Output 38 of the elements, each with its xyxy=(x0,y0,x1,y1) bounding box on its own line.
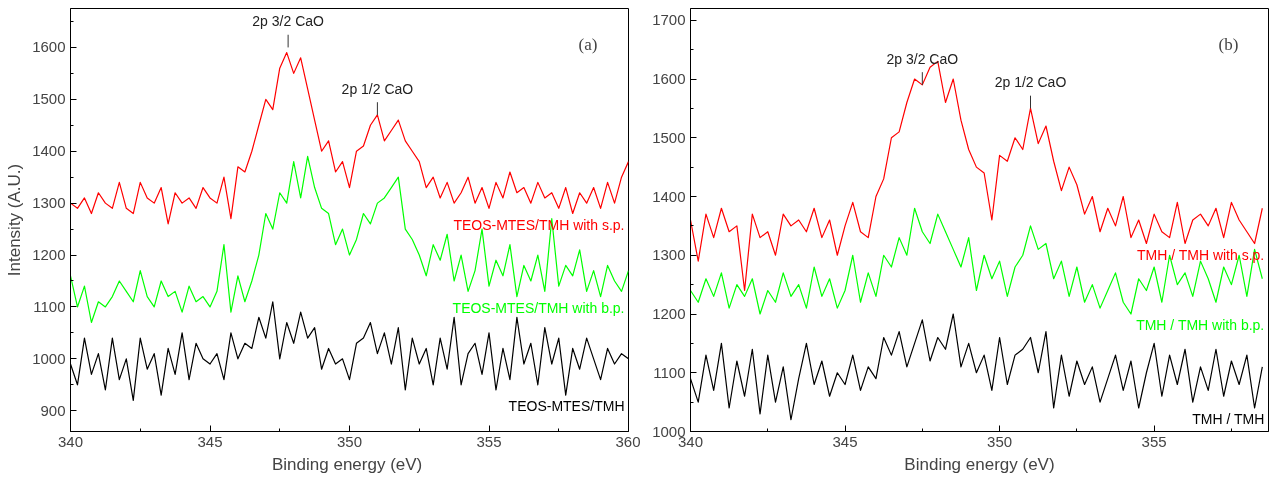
series-label: TEOS-MTES/TMH with b.p. xyxy=(452,299,625,316)
line-series xyxy=(690,207,1263,315)
y-tick-label: 1100 xyxy=(33,297,66,315)
y-tick-label: 1500 xyxy=(32,90,66,108)
annotation: 2p 3/2 CaO xyxy=(886,50,959,67)
y-tick-label: 900 xyxy=(40,401,66,419)
line-series xyxy=(70,155,629,324)
series-label: TMH / TMH with b.p. xyxy=(1136,317,1265,333)
x-tick-label: 355 xyxy=(476,432,502,450)
x-axis-title: Binding energy (eV) xyxy=(904,454,1055,474)
y-tick-label: 1300 xyxy=(652,246,686,264)
x-tick-label: 360 xyxy=(615,432,641,450)
series-label: TMH / TMH xyxy=(1192,411,1265,427)
annotation: (b) xyxy=(1218,34,1239,54)
y-tick-label: 1600 xyxy=(32,38,66,56)
y-tick-label: 1600 xyxy=(652,70,686,87)
annotation: (a) xyxy=(578,34,598,54)
annotation: 2p 1/2 CaO xyxy=(341,80,414,97)
x-tick-label: 345 xyxy=(832,432,858,450)
y-axis-title: Intensity (A.U.) xyxy=(5,163,25,277)
x-axis-title: Binding energy (eV) xyxy=(272,454,423,474)
annotation: 2p 1/2 CaO xyxy=(994,74,1067,91)
y-tick-label: 1700 xyxy=(652,11,686,29)
y-tick-label: 1400 xyxy=(652,187,686,205)
x-tick-label: 345 xyxy=(197,432,223,450)
x-tick-label: 355 xyxy=(1141,432,1167,450)
y-tick-label: 1100 xyxy=(653,363,686,381)
y-tick-label: 1200 xyxy=(32,246,66,264)
y-tick-label: 1400 xyxy=(32,142,66,160)
y-tick-label: 1500 xyxy=(652,128,686,146)
y-tick-label: 1300 xyxy=(32,194,66,212)
x-tick-label: 350 xyxy=(336,432,363,450)
annotation: 2p 3/2 CaO xyxy=(252,13,325,30)
y-tick-label: 1000 xyxy=(32,349,66,367)
x-tick-label: 340 xyxy=(57,432,84,450)
x-tick-label: 350 xyxy=(987,432,1013,450)
y-tick-label: 1200 xyxy=(652,305,686,322)
series-label: TEOS-MTES/TMH xyxy=(508,398,625,415)
